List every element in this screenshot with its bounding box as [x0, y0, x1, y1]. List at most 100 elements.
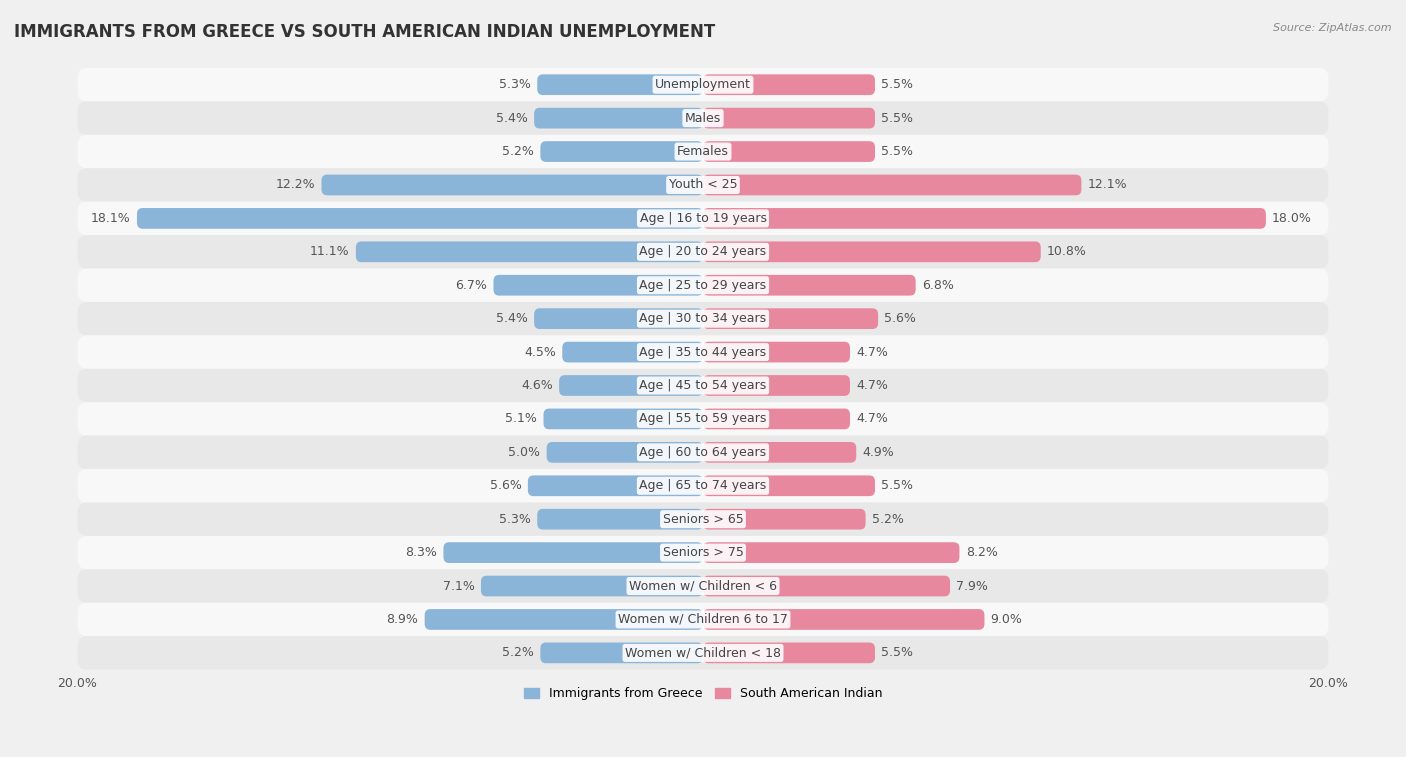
- FancyBboxPatch shape: [77, 603, 1329, 636]
- Text: 5.5%: 5.5%: [882, 111, 914, 125]
- Text: 12.2%: 12.2%: [276, 179, 315, 192]
- Text: 12.1%: 12.1%: [1088, 179, 1128, 192]
- Text: 8.2%: 8.2%: [966, 546, 998, 559]
- FancyBboxPatch shape: [77, 68, 1329, 101]
- Text: IMMIGRANTS FROM GREECE VS SOUTH AMERICAN INDIAN UNEMPLOYMENT: IMMIGRANTS FROM GREECE VS SOUTH AMERICAN…: [14, 23, 716, 41]
- Text: Age | 60 to 64 years: Age | 60 to 64 years: [640, 446, 766, 459]
- Text: 5.6%: 5.6%: [489, 479, 522, 492]
- Text: 6.8%: 6.8%: [922, 279, 953, 291]
- FancyBboxPatch shape: [703, 643, 875, 663]
- FancyBboxPatch shape: [703, 175, 1081, 195]
- FancyBboxPatch shape: [77, 302, 1329, 335]
- Legend: Immigrants from Greece, South American Indian: Immigrants from Greece, South American I…: [519, 683, 887, 706]
- FancyBboxPatch shape: [77, 235, 1329, 269]
- Text: Women w/ Children 6 to 17: Women w/ Children 6 to 17: [619, 613, 787, 626]
- FancyBboxPatch shape: [136, 208, 703, 229]
- FancyBboxPatch shape: [703, 509, 866, 530]
- Text: Youth < 25: Youth < 25: [669, 179, 737, 192]
- Text: 9.0%: 9.0%: [991, 613, 1022, 626]
- Text: Age | 30 to 34 years: Age | 30 to 34 years: [640, 312, 766, 326]
- FancyBboxPatch shape: [77, 201, 1329, 235]
- Text: 4.9%: 4.9%: [862, 446, 894, 459]
- FancyBboxPatch shape: [703, 609, 984, 630]
- FancyBboxPatch shape: [77, 335, 1329, 369]
- Text: 4.7%: 4.7%: [856, 379, 889, 392]
- Text: 5.3%: 5.3%: [499, 512, 531, 525]
- Text: 6.7%: 6.7%: [456, 279, 488, 291]
- FancyBboxPatch shape: [77, 636, 1329, 670]
- Text: Age | 45 to 54 years: Age | 45 to 54 years: [640, 379, 766, 392]
- FancyBboxPatch shape: [703, 542, 959, 563]
- FancyBboxPatch shape: [703, 475, 875, 496]
- Text: 8.3%: 8.3%: [405, 546, 437, 559]
- Text: 5.4%: 5.4%: [496, 111, 527, 125]
- FancyBboxPatch shape: [527, 475, 703, 496]
- FancyBboxPatch shape: [562, 341, 703, 363]
- Text: Age | 65 to 74 years: Age | 65 to 74 years: [640, 479, 766, 492]
- FancyBboxPatch shape: [703, 241, 1040, 262]
- Text: 7.1%: 7.1%: [443, 580, 475, 593]
- FancyBboxPatch shape: [77, 469, 1329, 503]
- FancyBboxPatch shape: [356, 241, 703, 262]
- FancyBboxPatch shape: [77, 536, 1329, 569]
- FancyBboxPatch shape: [703, 308, 879, 329]
- Text: Females: Females: [678, 145, 728, 158]
- FancyBboxPatch shape: [534, 308, 703, 329]
- FancyBboxPatch shape: [703, 409, 851, 429]
- Text: 4.7%: 4.7%: [856, 346, 889, 359]
- FancyBboxPatch shape: [77, 435, 1329, 469]
- FancyBboxPatch shape: [77, 101, 1329, 135]
- FancyBboxPatch shape: [534, 107, 703, 129]
- Text: 11.1%: 11.1%: [309, 245, 350, 258]
- FancyBboxPatch shape: [77, 168, 1329, 201]
- FancyBboxPatch shape: [537, 509, 703, 530]
- Text: Women w/ Children < 6: Women w/ Children < 6: [628, 580, 778, 593]
- Text: 5.0%: 5.0%: [509, 446, 540, 459]
- Text: 5.2%: 5.2%: [502, 145, 534, 158]
- Text: 10.8%: 10.8%: [1047, 245, 1087, 258]
- FancyBboxPatch shape: [703, 208, 1265, 229]
- FancyBboxPatch shape: [703, 275, 915, 295]
- Text: Age | 35 to 44 years: Age | 35 to 44 years: [640, 346, 766, 359]
- FancyBboxPatch shape: [703, 107, 875, 129]
- FancyBboxPatch shape: [544, 409, 703, 429]
- FancyBboxPatch shape: [560, 375, 703, 396]
- Text: 5.5%: 5.5%: [882, 646, 914, 659]
- Text: Age | 16 to 19 years: Age | 16 to 19 years: [640, 212, 766, 225]
- FancyBboxPatch shape: [703, 375, 851, 396]
- Text: 7.9%: 7.9%: [956, 580, 988, 593]
- Text: 5.5%: 5.5%: [882, 78, 914, 91]
- FancyBboxPatch shape: [703, 575, 950, 597]
- Text: Women w/ Children < 18: Women w/ Children < 18: [626, 646, 780, 659]
- FancyBboxPatch shape: [77, 369, 1329, 402]
- Text: 4.5%: 4.5%: [524, 346, 555, 359]
- Text: Age | 55 to 59 years: Age | 55 to 59 years: [640, 413, 766, 425]
- Text: Unemployment: Unemployment: [655, 78, 751, 91]
- Text: 18.0%: 18.0%: [1272, 212, 1312, 225]
- Text: Seniors > 75: Seniors > 75: [662, 546, 744, 559]
- FancyBboxPatch shape: [77, 135, 1329, 168]
- FancyBboxPatch shape: [703, 74, 875, 95]
- Text: 5.5%: 5.5%: [882, 479, 914, 492]
- Text: Age | 20 to 24 years: Age | 20 to 24 years: [640, 245, 766, 258]
- Text: Age | 25 to 29 years: Age | 25 to 29 years: [640, 279, 766, 291]
- FancyBboxPatch shape: [77, 569, 1329, 603]
- Text: 4.7%: 4.7%: [856, 413, 889, 425]
- Text: Source: ZipAtlas.com: Source: ZipAtlas.com: [1274, 23, 1392, 33]
- FancyBboxPatch shape: [322, 175, 703, 195]
- Text: 5.2%: 5.2%: [502, 646, 534, 659]
- FancyBboxPatch shape: [77, 503, 1329, 536]
- FancyBboxPatch shape: [540, 643, 703, 663]
- FancyBboxPatch shape: [547, 442, 703, 463]
- Text: 5.4%: 5.4%: [496, 312, 527, 326]
- FancyBboxPatch shape: [540, 142, 703, 162]
- Text: 5.1%: 5.1%: [505, 413, 537, 425]
- Text: 18.1%: 18.1%: [91, 212, 131, 225]
- Text: 5.6%: 5.6%: [884, 312, 917, 326]
- FancyBboxPatch shape: [77, 402, 1329, 435]
- FancyBboxPatch shape: [703, 442, 856, 463]
- Text: Seniors > 65: Seniors > 65: [662, 512, 744, 525]
- FancyBboxPatch shape: [481, 575, 703, 597]
- FancyBboxPatch shape: [443, 542, 703, 563]
- FancyBboxPatch shape: [703, 341, 851, 363]
